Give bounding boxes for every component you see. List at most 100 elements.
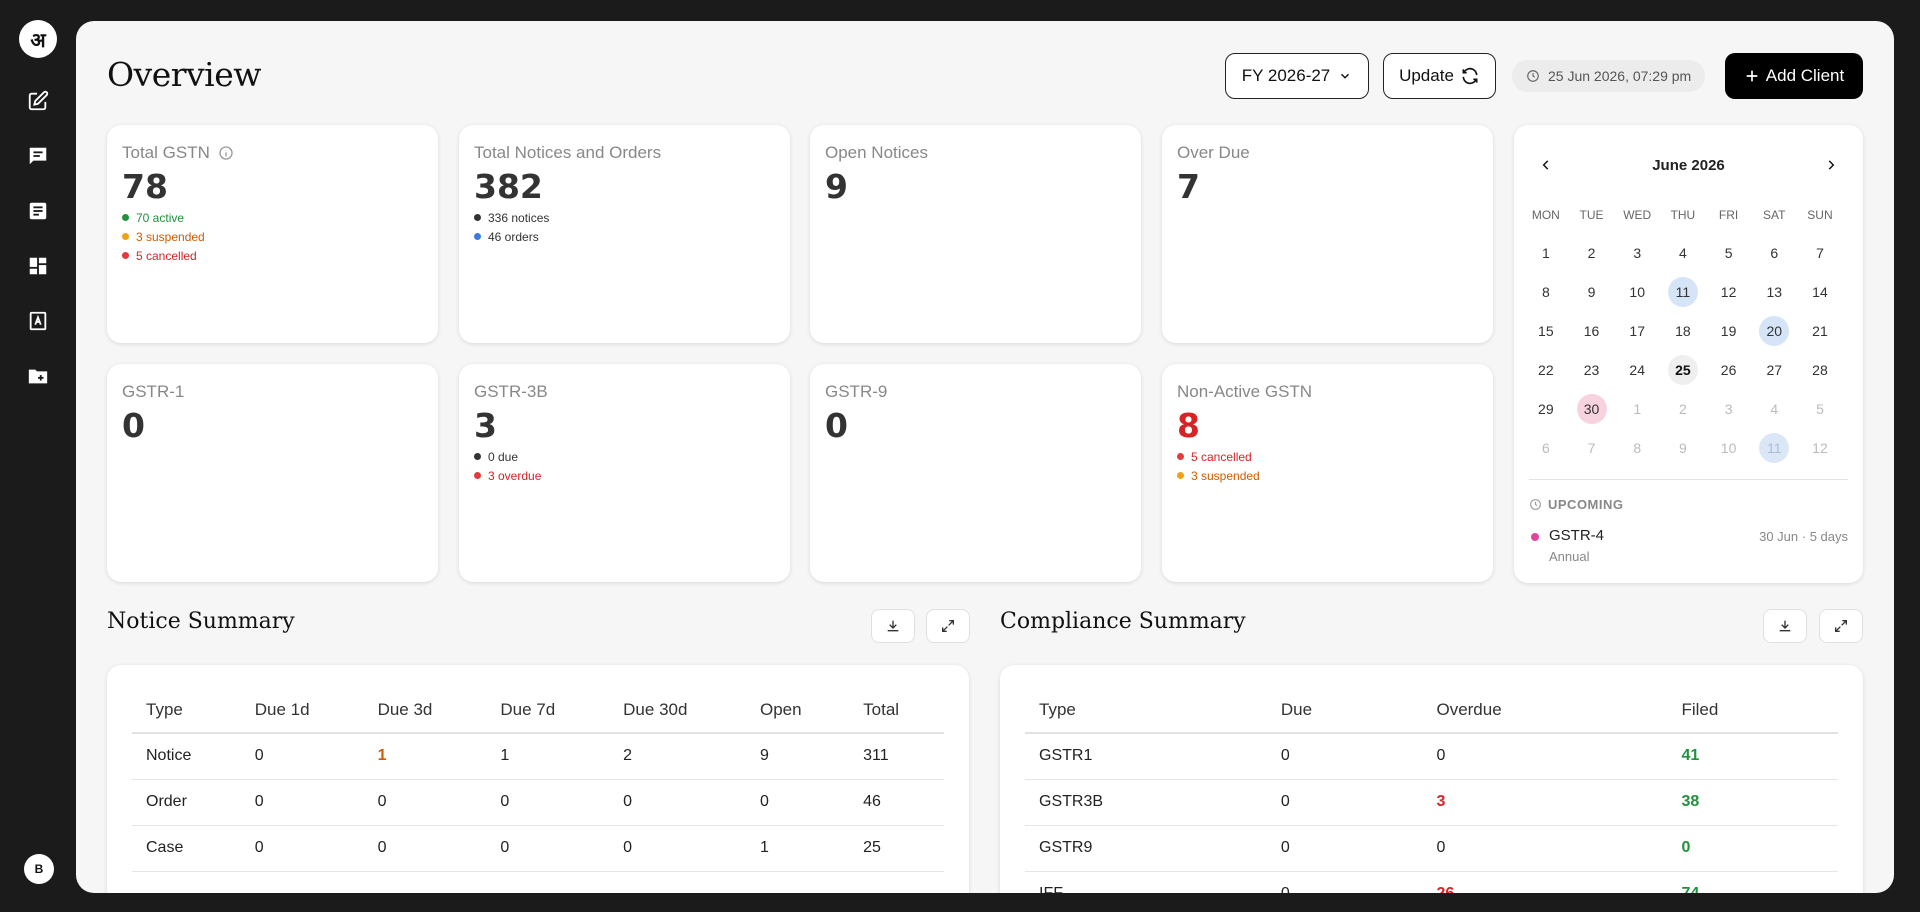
calendar-day[interactable]: 23	[1583, 361, 1600, 378]
table-cell: 0	[609, 825, 746, 872]
info-icon[interactable]	[218, 145, 234, 161]
table-cell: 0	[1266, 733, 1423, 780]
total-gstn-label: Total GSTN	[122, 143, 210, 162]
calendar-day[interactable]: 7	[1587, 439, 1596, 456]
column-header: Total	[849, 687, 944, 734]
calendar-day[interactable]: 19	[1720, 322, 1737, 339]
calendar-day[interactable]: 5	[1724, 244, 1733, 261]
calendar-day[interactable]: 30	[1576, 393, 1607, 424]
next-month-button[interactable]	[1821, 155, 1841, 175]
calendar-day[interactable]: 14	[1812, 283, 1828, 300]
divider	[1529, 479, 1848, 480]
calendar-day[interactable]: 12	[1812, 439, 1828, 456]
download-icon	[887, 620, 899, 632]
upcoming-item[interactable]: GSTR-4 Annual 30 Jun · 5 days	[1529, 527, 1848, 567]
expand-icon	[942, 620, 954, 632]
edit-icon[interactable]	[26, 89, 50, 113]
table-cell: 38	[1667, 779, 1838, 826]
gstr3b-card[interactable]: GSTR-3B 3 0 due 3 overdue	[459, 364, 790, 582]
notice-summary-table-card: Type Due 1d Due 3d Due 7d Due 30d Open Total N…	[107, 665, 969, 893]
calendar-day[interactable]: 9	[1587, 283, 1596, 300]
column-header: Filed	[1667, 687, 1838, 734]
calendar-day[interactable]: 15	[1538, 322, 1554, 339]
calendar-day[interactable]: 10	[1720, 439, 1737, 456]
calendar-day[interactable]: 17	[1629, 322, 1645, 339]
compliance-download-button[interactable]	[1763, 609, 1807, 643]
calendar-day[interactable]: 13	[1766, 283, 1783, 300]
calendar-day[interactable]: 6	[1541, 439, 1550, 456]
gstr9-value: 0	[825, 406, 848, 445]
table-cell: 1	[363, 733, 487, 780]
calendar-day[interactable]: 8	[1633, 439, 1642, 456]
calendar-day[interactable]: 21	[1812, 322, 1828, 339]
column-header: Open	[745, 687, 850, 734]
calendar-day[interactable]: 7	[1816, 244, 1824, 261]
over-due-card[interactable]: Over Due 7	[1162, 125, 1493, 343]
calendar-day[interactable]: 2	[1679, 400, 1687, 417]
calendar-day[interactable]: 1	[1541, 244, 1550, 261]
calendar-day[interactable]: 27	[1766, 361, 1783, 378]
table-row[interactable]: Case 0 0 0 0 1 25	[132, 825, 944, 872]
app-logo[interactable]: अ	[19, 20, 57, 58]
contacts-book-icon[interactable]	[26, 309, 50, 333]
open-notices-card[interactable]: Open Notices 9	[810, 125, 1141, 343]
calendar-day[interactable]: 10	[1629, 283, 1645, 300]
dashboard-icon[interactable]	[26, 254, 50, 278]
calendar-day[interactable]: 24	[1629, 361, 1645, 378]
notices-orders-card[interactable]: Total Notices and Orders 382 336 notices…	[459, 125, 790, 343]
chat-icon[interactable]	[26, 144, 50, 168]
table-row[interactable]: Notice 0 1 1 2 9 311	[132, 733, 944, 780]
update-button[interactable]: Update	[1383, 53, 1496, 99]
table-row[interactable]: Order 0 0 0 0 0 46	[132, 779, 944, 826]
table-row[interactable]: GSTR9 0 0 0	[1025, 825, 1838, 872]
calendar-day[interactable]: 11	[1667, 276, 1698, 307]
non-active-gstn-card[interactable]: Non-Active GSTN 8 5 cancelled 3 suspende…	[1162, 364, 1493, 582]
calendar-day[interactable]: 1	[1633, 400, 1642, 417]
column-header: Due 3d	[363, 687, 487, 734]
calendar-day[interactable]: 9	[1679, 439, 1687, 456]
calendar-day[interactable]: 16	[1583, 322, 1600, 339]
calendar-day[interactable]: 3	[1633, 244, 1642, 261]
calendar-day[interactable]: 26	[1720, 361, 1737, 378]
table-cell: 0	[486, 779, 610, 826]
table-cell: 1	[745, 825, 850, 872]
active-count: 70 active	[122, 208, 423, 227]
compliance-expand-button[interactable]	[1819, 609, 1863, 643]
fy-select[interactable]: FY 2026-27	[1225, 53, 1369, 99]
calendar-day[interactable]: 2	[1587, 244, 1596, 261]
calendar-day[interactable]: 29	[1538, 400, 1554, 417]
gstr1-card[interactable]: GSTR-1 0	[107, 364, 438, 582]
calendar-day[interactable]: 20	[1759, 315, 1790, 346]
calendar-day[interactable]: 25	[1667, 354, 1698, 385]
calendar-day[interactable]: 3	[1724, 400, 1733, 417]
table-row[interactable]: GSTR3B 0 3 38	[1025, 779, 1838, 826]
calendar-day[interactable]: 8	[1541, 283, 1550, 300]
calendar-day[interactable]: 12	[1720, 283, 1737, 300]
column-header: Due	[1266, 687, 1423, 734]
user-avatar[interactable]: B	[24, 854, 54, 884]
notice-download-button[interactable]	[871, 609, 915, 643]
table-row[interactable]: GSTR1 0 0 41	[1025, 733, 1838, 780]
sidebar: अ B	[0, 0, 74, 912]
calendar-day[interactable]: 22	[1538, 361, 1554, 378]
calendar-day[interactable]: 4	[1770, 400, 1779, 417]
add-client-button[interactable]: Add Client	[1725, 53, 1863, 99]
table-cell: 1	[486, 733, 610, 780]
document-icon[interactable]	[26, 199, 50, 223]
calendar-day[interactable]: 18	[1675, 322, 1691, 339]
folder-add-icon[interactable]	[26, 364, 50, 388]
calendar-day[interactable]: 5	[1816, 400, 1824, 417]
calendar-day[interactable]: 11	[1759, 432, 1790, 463]
calendar-day[interactable]: 28	[1812, 361, 1828, 378]
table-cell: 0	[363, 779, 487, 826]
calendar-day[interactable]: 4	[1679, 244, 1687, 261]
add-client-label: Add Client	[1765, 66, 1845, 85]
total-gstn-card[interactable]: Total GSTN 78 70 active 3 suspended 5 ca…	[107, 125, 438, 343]
table-cell: 9	[745, 733, 850, 780]
notice-expand-button[interactable]	[926, 609, 970, 643]
gstr9-card[interactable]: GSTR-9 0	[810, 364, 1141, 582]
prev-month-button[interactable]	[1536, 155, 1556, 175]
calendar-day[interactable]: 6	[1770, 244, 1779, 261]
table-cell: 26	[1422, 871, 1668, 893]
table-row[interactable]: IFF02674	[1025, 871, 1838, 893]
